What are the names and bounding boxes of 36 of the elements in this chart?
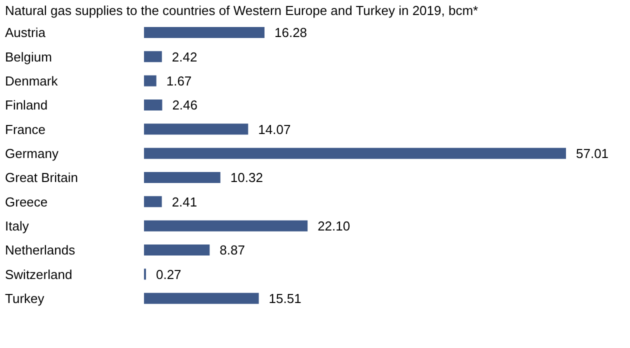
- y-tick-label: Switzerland: [5, 266, 72, 282]
- data-label: 1.67: [166, 73, 192, 88]
- bar: [144, 244, 210, 256]
- data-label: 10.32: [230, 170, 263, 186]
- y-tick-label: Turkey: [5, 290, 45, 306]
- data-label: 8.87: [220, 242, 245, 258]
- data-label: 0.27: [156, 266, 182, 282]
- bar: [144, 148, 566, 159]
- y-tick-label: Denmark: [5, 73, 58, 88]
- bar: [144, 100, 162, 110]
- bar: [144, 27, 265, 38]
- bar: [144, 124, 248, 135]
- bar: [144, 75, 156, 86]
- y-tick-label: Greece: [5, 194, 48, 210]
- y-tick-label: France: [5, 122, 46, 137]
- y-tick-label: Italy: [5, 218, 30, 234]
- bar: [144, 196, 162, 208]
- chart-title: Natural gas supplies to the countries of Western Europe and Turkey in 2019, bcm*: [5, 3, 478, 18]
- bar: [144, 51, 162, 62]
- data-label: 57.01: [576, 146, 609, 161]
- y-tick-label: Germany: [5, 146, 59, 161]
- data-label: 22.10: [318, 218, 350, 234]
- y-tick-label: Finland: [5, 98, 48, 113]
- y-tick-label: Netherlands: [5, 242, 76, 258]
- data-label: 15.51: [268, 290, 302, 306]
- data-label: 2.41: [172, 194, 198, 210]
- bar: [144, 220, 308, 232]
- y-tick-label: Belgium: [5, 49, 52, 64]
- y-tick-label: Great Britain: [5, 170, 78, 186]
- data-label: 16.28: [274, 25, 308, 40]
- data-label: 2.46: [172, 98, 198, 113]
- data-label: 14.07: [258, 122, 291, 137]
- bar: [144, 172, 220, 183]
- bar: [144, 292, 259, 304]
- data-label: 2.42: [172, 49, 198, 64]
- y-tick-label: Austria: [5, 25, 46, 40]
